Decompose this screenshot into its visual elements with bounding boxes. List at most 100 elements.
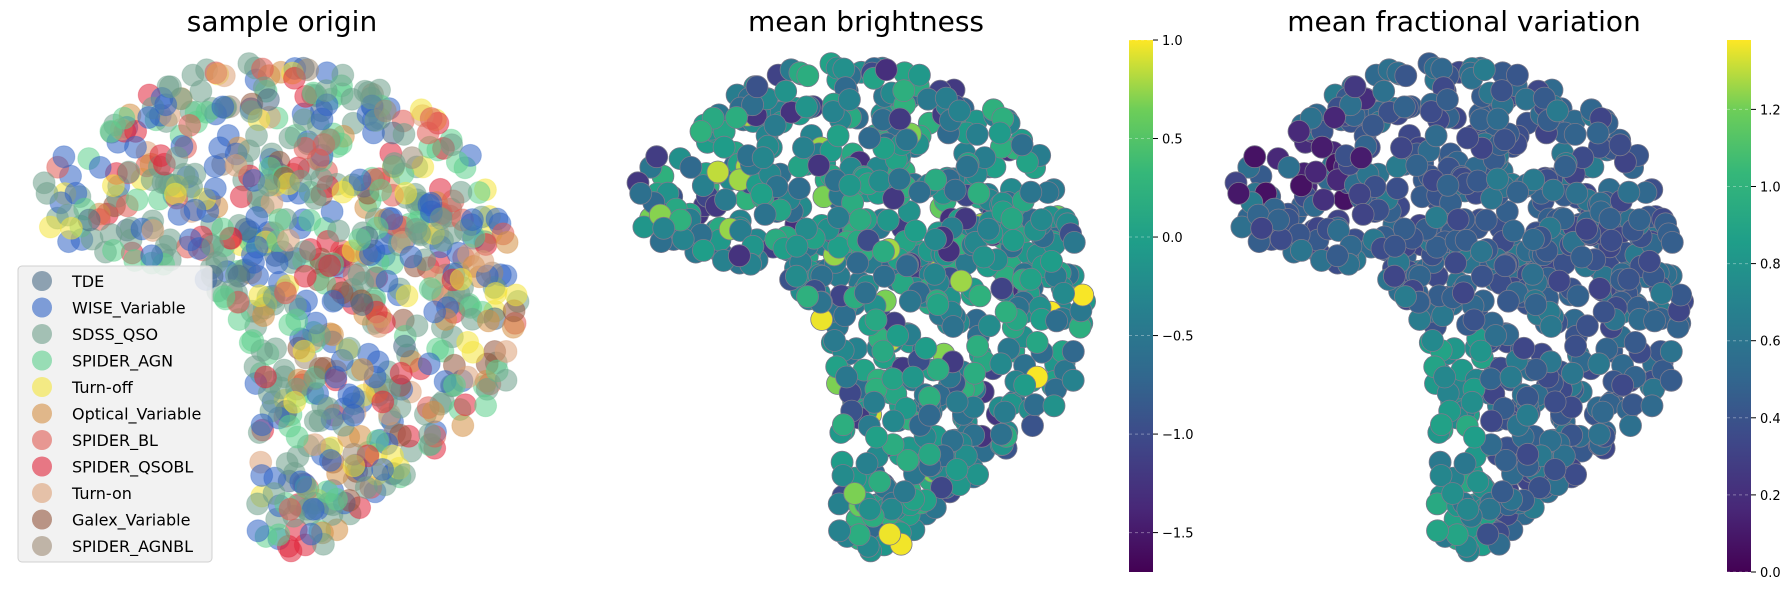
legend-label: SPIDER_AGN xyxy=(72,352,173,372)
legend-marker xyxy=(32,324,52,344)
data-point xyxy=(1484,324,1507,347)
data-point xyxy=(1061,368,1085,392)
data-point xyxy=(785,234,809,258)
data-point xyxy=(868,169,892,193)
colorbar-tick-label: 0.0 xyxy=(1162,231,1183,246)
data-point xyxy=(1390,136,1413,160)
data-point xyxy=(395,284,419,308)
data-point xyxy=(303,186,327,210)
data-point xyxy=(317,128,341,152)
legend-label: SPIDER_QSOBL xyxy=(72,458,193,478)
data-point xyxy=(1563,122,1587,146)
data-point xyxy=(495,230,519,254)
data-point xyxy=(318,448,342,472)
data-point xyxy=(1394,285,1417,309)
data-point xyxy=(254,365,277,389)
data-point xyxy=(102,238,125,262)
data-point xyxy=(725,106,748,129)
data-point xyxy=(276,228,300,252)
data-point xyxy=(296,58,320,82)
data-point xyxy=(926,293,950,317)
data-point xyxy=(923,262,947,286)
data-point xyxy=(453,393,477,417)
data-point xyxy=(1326,244,1349,268)
data-point xyxy=(1250,216,1274,240)
colorbar-tick-label: 0.8 xyxy=(1760,258,1781,273)
data-point xyxy=(1444,251,1467,275)
data-point xyxy=(331,63,355,87)
data-point xyxy=(972,245,996,269)
data-point xyxy=(350,293,374,317)
data-point xyxy=(955,155,979,178)
data-point xyxy=(692,238,715,262)
data-point xyxy=(141,219,165,242)
data-point xyxy=(943,178,967,202)
data-point xyxy=(949,269,973,293)
data-point xyxy=(1474,208,1498,232)
data-point xyxy=(303,409,327,433)
panel-title: sample origin xyxy=(187,5,377,38)
data-point xyxy=(1227,181,1251,205)
data-point xyxy=(847,523,871,547)
data-point xyxy=(418,277,442,300)
data-point xyxy=(993,400,1017,424)
data-point xyxy=(924,228,947,251)
data-point xyxy=(908,63,931,87)
data-point xyxy=(382,155,405,178)
data-point xyxy=(750,182,774,206)
data-point xyxy=(189,79,213,103)
data-point xyxy=(990,422,1013,446)
data-point xyxy=(431,228,454,252)
data-point xyxy=(1453,452,1477,475)
data-point xyxy=(456,330,480,354)
data-point xyxy=(125,188,149,212)
data-point xyxy=(267,523,291,547)
panel-mean-brightness: mean brightness 1.0 0.5 0.0 −0.5 −1.0 −1.5 xyxy=(626,5,1194,572)
data-point xyxy=(888,167,911,191)
data-point xyxy=(167,202,191,226)
legend-marker xyxy=(32,536,52,556)
data-point xyxy=(1019,267,1043,291)
data-point xyxy=(1470,240,1493,263)
data-point xyxy=(1312,188,1335,212)
data-point xyxy=(1576,314,1599,338)
data-point xyxy=(904,219,927,243)
data-point xyxy=(926,358,950,381)
data-point xyxy=(1564,463,1587,487)
data-point xyxy=(858,497,882,521)
data-point xyxy=(289,169,313,193)
data-point xyxy=(729,219,752,242)
data-point xyxy=(872,264,896,288)
data-point xyxy=(823,329,846,352)
data-point xyxy=(1522,168,1546,192)
data-point xyxy=(340,87,364,111)
data-point xyxy=(404,217,428,241)
data-point xyxy=(351,358,374,381)
data-point xyxy=(862,390,886,414)
data-point xyxy=(796,285,819,309)
legend-marker xyxy=(32,297,52,318)
data-point xyxy=(1000,207,1024,231)
legend: TDE WISE_Variable SDSS_QSO SPIDER_AGN Turn-o… xyxy=(17,265,213,563)
data-point xyxy=(1470,264,1494,288)
data-point xyxy=(348,228,372,251)
colorbar-ticks: 1.2 1.0 0.8 0.6 0.4 0.2 0.0 xyxy=(1727,103,1781,581)
data-point xyxy=(52,145,76,169)
data-point xyxy=(1490,79,1514,102)
data-point xyxy=(1013,373,1037,397)
data-point xyxy=(1405,153,1429,177)
data-point xyxy=(728,244,751,268)
data-point xyxy=(1570,245,1594,269)
data-point xyxy=(416,121,440,145)
legend-label: SPIDER_BL xyxy=(72,431,158,451)
data-point xyxy=(201,234,225,258)
data-point xyxy=(787,177,811,200)
data-point xyxy=(908,180,931,204)
data-point xyxy=(882,186,905,210)
legend-label: SDSS_QSO xyxy=(72,325,158,345)
data-point xyxy=(893,480,916,504)
data-point xyxy=(327,219,351,243)
data-point xyxy=(1466,470,1490,494)
data-point xyxy=(1419,100,1443,123)
data-point xyxy=(241,329,265,352)
